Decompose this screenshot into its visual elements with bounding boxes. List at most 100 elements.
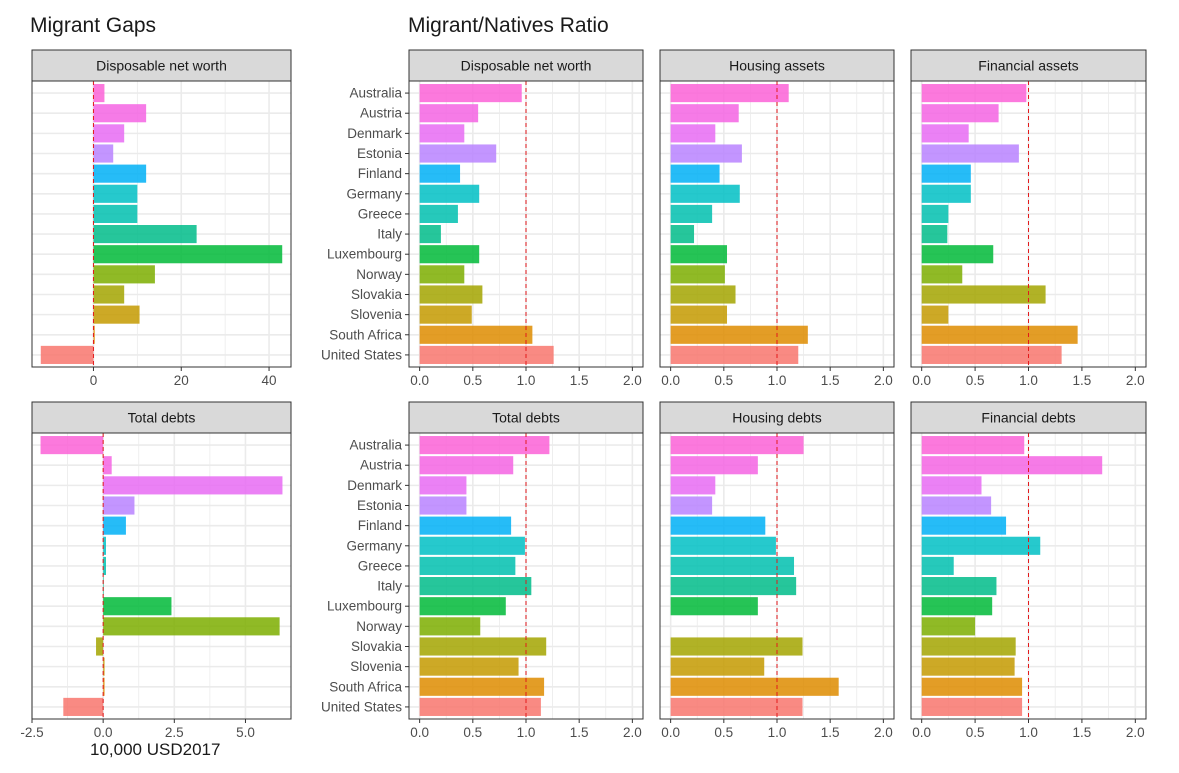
x-tick-label: 1.5 [1073, 725, 1092, 740]
bar-estonia [93, 144, 114, 163]
x-tick-label: 0.5 [463, 725, 482, 740]
x-tick-label: 0.0 [661, 725, 680, 740]
category-label-luxembourg: Luxembourg [327, 599, 402, 614]
bar-italy [921, 225, 948, 244]
bar-slovenia [921, 657, 1015, 676]
x-tick-label: 1.5 [570, 725, 589, 740]
x-tick-label: 2.0 [874, 373, 893, 388]
bar-austria [103, 456, 112, 475]
bar-denmark [419, 124, 465, 143]
panel-migrant-gaps-total-debts: Total debts -2.5 0.0 2.5 5.0 [20, 401, 292, 740]
bar-denmark [921, 124, 969, 143]
x-tick-label: 1.0 [768, 725, 787, 740]
panel-migrant-natives-ratio-housing-debts: Housing debts 0.0 0.5 1.0 1.5 2.0 [659, 401, 895, 740]
bar-denmark [93, 124, 125, 143]
bar-finland [670, 164, 720, 183]
right-section-title: Migrant/Natives Ratio [408, 14, 609, 37]
panel-border [31, 80, 292, 368]
x-tick-label: 0.0 [912, 373, 931, 388]
bar-south-africa [670, 677, 839, 696]
x-tick-label: 0.0 [410, 373, 429, 388]
bar-slovenia [670, 657, 765, 676]
bar-norway [93, 265, 155, 284]
bar-greece [419, 204, 458, 223]
x-tick-label: 20 [174, 373, 189, 388]
bar-denmark [419, 476, 467, 495]
bar-greece [103, 556, 106, 575]
strip-migrant-natives-ratio-housing-assets [659, 49, 895, 82]
strip-migrant-gaps-disposable-net-worth [31, 49, 292, 82]
bar-luxembourg [921, 597, 993, 616]
bar-australia [670, 84, 789, 103]
bar-germany [419, 536, 525, 555]
bar-austria [419, 104, 479, 123]
bar-germany [93, 184, 138, 203]
category-label-australia: Australia [349, 86, 402, 101]
category-label-finland: Finland [358, 518, 402, 533]
x-tick-label: 1.0 [1019, 725, 1038, 740]
panel-border [31, 432, 292, 720]
bar-united-states [63, 697, 104, 716]
bar-greece [419, 556, 516, 575]
category-label-germany: Germany [346, 538, 402, 553]
strip-migrant-natives-ratio-total-debts [408, 401, 644, 434]
strip-label-migrant-natives-ratio-housing-assets: Housing assets [729, 58, 825, 74]
bar-australia [419, 436, 550, 455]
category-label-south-africa: South Africa [329, 679, 402, 694]
bar-slovakia [419, 637, 547, 656]
category-label-slovakia: Slovakia [351, 287, 403, 302]
category-label-italy: Italy [377, 227, 402, 242]
bar-finland [670, 516, 766, 535]
x-tick-label: 2.0 [623, 373, 642, 388]
bar-united-states [419, 697, 541, 716]
bar-south-africa [921, 325, 1078, 344]
x-tick-label: 0.0 [410, 725, 429, 740]
bar-australia [921, 84, 1027, 103]
bar-estonia [921, 144, 1019, 163]
x-tick-label: 1.0 [768, 373, 787, 388]
bar-greece [670, 556, 795, 575]
bar-slovakia [419, 285, 483, 304]
category-label-slovenia: Slovenia [350, 659, 402, 674]
x-tick-label: 1.0 [1019, 373, 1038, 388]
bar-finland [419, 516, 512, 535]
bar-germany [921, 184, 971, 203]
category-label-slovakia: Slovakia [351, 639, 403, 654]
x-tick-label: 1.5 [570, 373, 589, 388]
panel-migrant-natives-ratio-financial-assets: Financial assets 0.0 0.5 1.0 1.5 2.0 [910, 49, 1147, 388]
x-tick-label: 0.0 [661, 373, 680, 388]
strip-label-migrant-gaps-total-debts: Total debts [128, 410, 196, 426]
x-tick-label: 0.5 [966, 725, 985, 740]
bar-austria [670, 104, 739, 123]
bar-austria [921, 456, 1103, 475]
bar-finland [93, 164, 147, 183]
bar-south-africa [103, 677, 105, 696]
strip-label-migrant-natives-ratio-disposable-net-worth: Disposable net worth [461, 58, 592, 74]
category-label-estonia: Estonia [357, 146, 403, 161]
category-label-norway: Norway [356, 267, 402, 282]
bar-south-africa [419, 677, 545, 696]
strip-label-migrant-natives-ratio-housing-debts: Housing debts [732, 410, 822, 426]
bar-slovakia [921, 637, 1016, 656]
category-label-norway: Norway [356, 619, 402, 634]
x-tick-label: 2.0 [874, 725, 893, 740]
x-tick-label: 2.0 [1126, 373, 1145, 388]
bar-slovenia [921, 305, 949, 324]
bar-italy [921, 577, 997, 596]
bar-luxembourg [93, 245, 283, 264]
bar-united-states [419, 345, 554, 364]
x-tick-label: 5.0 [236, 725, 255, 740]
bar-austria [419, 456, 514, 475]
bar-finland [419, 164, 461, 183]
x-tick-label: 1.5 [821, 373, 840, 388]
x-tick-label: 0 [90, 373, 98, 388]
bar-denmark [921, 476, 982, 495]
bar-italy [93, 225, 197, 244]
bar-germany [921, 536, 1041, 555]
bar-estonia [419, 144, 497, 163]
bar-greece [921, 204, 949, 223]
x-axis-title: 10,000 USD2017 [90, 740, 221, 759]
bar-luxembourg [670, 597, 758, 616]
category-label-austria: Austria [360, 458, 403, 473]
